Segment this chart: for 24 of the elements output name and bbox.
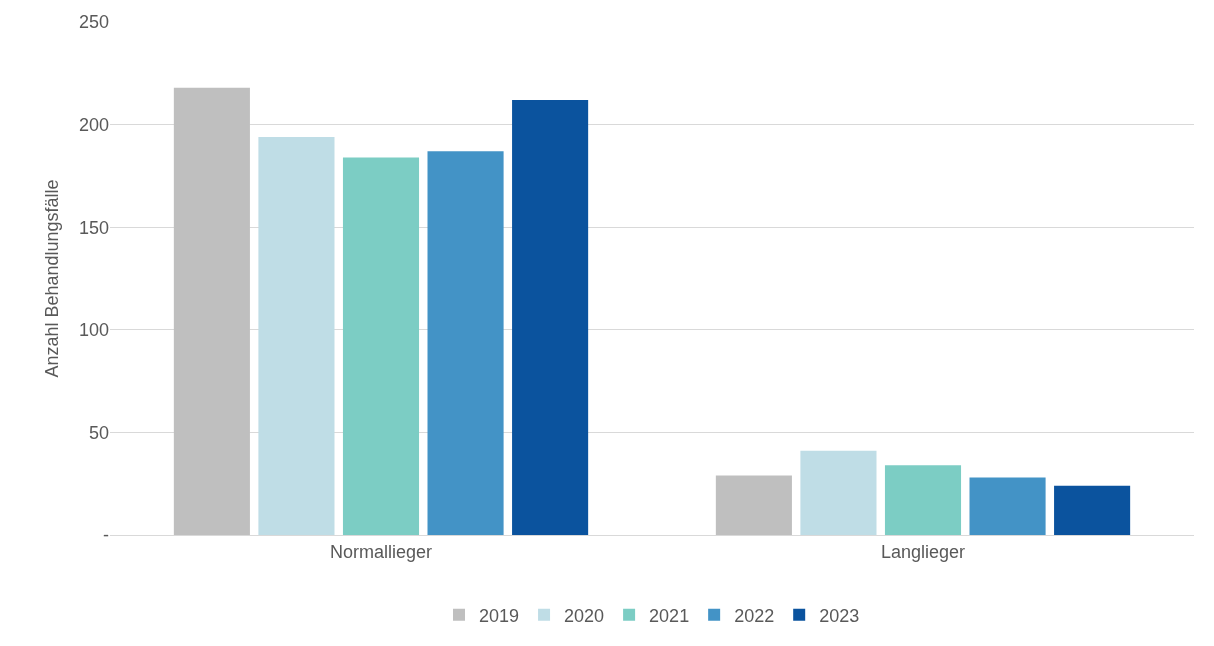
legend-label: 2021 — [649, 605, 690, 626]
bar — [884, 465, 962, 535]
x-tick-label: Normallieger — [329, 541, 433, 562]
bar — [342, 157, 420, 535]
y-tick-label: 250 — [78, 12, 109, 33]
legend-label: 2020 — [564, 605, 605, 626]
x-tick-label: Langlieger — [880, 541, 966, 562]
y-tick-label: 50 — [88, 422, 109, 443]
legend-label: 2023 — [819, 605, 860, 626]
bar — [800, 450, 877, 535]
bar — [715, 475, 792, 535]
legend-label: 2019 — [479, 605, 520, 626]
bar — [512, 99, 589, 535]
y-tick-label: 100 — [78, 320, 109, 341]
y-tick-label: 150 — [78, 217, 109, 238]
y-tick-label: - — [103, 525, 109, 546]
bar — [1054, 485, 1131, 535]
bar — [258, 136, 335, 535]
bar — [427, 151, 504, 535]
y-tick-label: 200 — [78, 114, 109, 135]
bar — [969, 477, 1046, 535]
y-axis-title: Anzahl Behandlungsfälle — [42, 179, 63, 378]
legend-label: 2022 — [734, 605, 775, 626]
bar — [173, 87, 250, 535]
